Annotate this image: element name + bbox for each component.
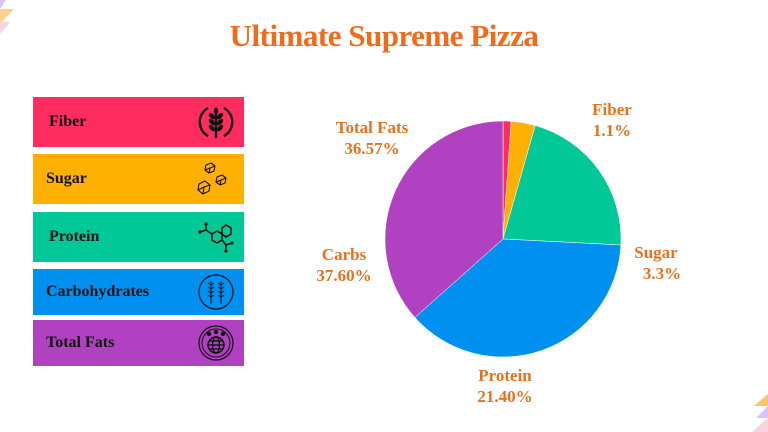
pie-slice-protein [502,125,622,246]
pie-label-protein: Protein 21.40% [460,365,550,407]
pie-label-name: Protein [478,366,532,385]
globe-people-icon [198,325,234,361]
chart-title: Ultimate Supreme Pizza [229,18,539,53]
legend-label: Total Fats [46,334,115,351]
pie-label-fiber: Fiber 1.1% [582,99,642,141]
legend-label: Carbohydrates [46,283,150,300]
pie-label-total-fats: Total Fats 36.57% [322,117,422,159]
grain-circle-icon [198,274,234,310]
pie-label-name: Total Fats [335,118,409,137]
pie-label-value: 1.1% [592,121,632,140]
legend-item-sugar: Sugar [33,154,244,204]
legend-item-protein: Protein [33,212,244,262]
pie-label-name: Carbs [321,245,367,264]
sugar-cubes-icon [197,162,227,195]
pie-label-name: Sugar [634,243,678,262]
pie-slice-total-fats [384,120,504,318]
pie-label-sugar: Sugar 3.3% [625,242,687,284]
pie-label-name: Fiber [592,100,632,119]
pie-label-value: 21.40% [477,387,533,406]
legend-item-total-fats: Total Fats [33,320,244,366]
molecule-icon [198,222,234,253]
legend-item-carbohydrates: Carbohydrates [33,269,244,315]
legend-label: Fiber [49,113,87,130]
corner-decoration-bottom-right [752,394,768,432]
legend-label: Sugar [46,170,87,187]
pie-label-value: 37.60% [316,266,372,285]
legend-label: Protein [49,228,100,245]
pie-slice-carbs [414,238,622,358]
legend-item-fiber: Fiber [33,97,244,147]
pie-label-carbs: Carbs 37.60% [304,244,384,286]
pie-label-value: 3.3% [642,264,682,283]
corner-decoration-top-left [0,0,14,34]
pie-label-value: 36.57% [344,139,400,158]
wheat-circle-icon [198,106,234,138]
